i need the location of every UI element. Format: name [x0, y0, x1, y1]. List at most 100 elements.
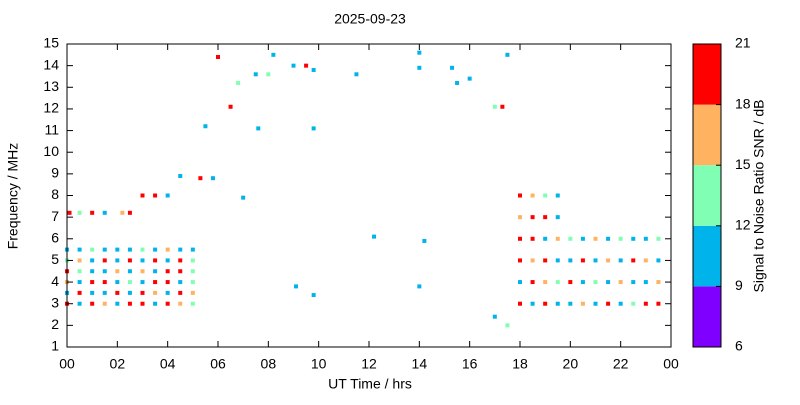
data-point	[543, 258, 548, 263]
data-point	[77, 210, 82, 215]
colorbar-segment	[693, 286, 721, 347]
data-point	[618, 258, 623, 263]
data-point	[500, 104, 505, 109]
colorbar-segment	[693, 225, 721, 287]
data-point	[165, 290, 170, 295]
colorbar-tick-label: 12	[735, 217, 751, 233]
y-tick-label: 15	[43, 35, 59, 51]
data-point	[294, 284, 299, 289]
x-tick-label: 16	[462, 356, 478, 372]
data-point	[311, 293, 316, 298]
data-point	[178, 269, 183, 274]
data-point	[153, 280, 158, 285]
colorbar-frame	[692, 43, 722, 348]
data-point	[543, 301, 548, 306]
data-point	[165, 193, 170, 198]
data-point	[140, 247, 145, 252]
data-point	[127, 290, 132, 295]
data-point	[178, 301, 183, 306]
x-tick-label: 04	[160, 356, 176, 372]
y-tick-label: 5	[51, 251, 59, 267]
x-tick-label: 00	[59, 356, 75, 372]
data-point	[606, 280, 611, 285]
data-point	[580, 301, 585, 306]
data-point	[455, 80, 460, 85]
data-point	[140, 290, 145, 295]
colorbar-label: Signal to Noise Ratio SNR / dB	[751, 100, 767, 293]
y-tick-label: 11	[44, 121, 59, 137]
data-point	[530, 258, 535, 263]
data-point	[568, 301, 573, 306]
data-point	[606, 258, 611, 263]
data-point	[580, 236, 585, 241]
data-point	[190, 301, 195, 306]
data-point	[127, 301, 132, 306]
data-point	[568, 258, 573, 263]
data-point	[77, 269, 82, 274]
data-point	[153, 290, 158, 295]
data-point	[67, 210, 72, 215]
data-point	[530, 193, 535, 198]
data-point	[568, 280, 573, 285]
data-point	[165, 280, 170, 285]
data-point	[140, 269, 145, 274]
y-tick-label: 3	[51, 294, 59, 310]
data-point	[631, 258, 636, 263]
data-point	[643, 258, 648, 263]
data-point	[165, 258, 170, 263]
data-point	[153, 269, 158, 274]
data-point	[210, 176, 215, 181]
colorbar-tick-label: 18	[735, 95, 751, 111]
x-tick-label: 20	[563, 356, 579, 372]
y-tick-label: 1	[51, 338, 59, 354]
data-point	[555, 258, 560, 263]
data-point	[530, 215, 535, 220]
data-point	[127, 269, 132, 274]
data-point	[90, 258, 95, 263]
data-point	[656, 236, 661, 241]
data-point	[241, 195, 246, 200]
colorbar-tick-label: 21	[735, 35, 751, 51]
data-point	[505, 323, 510, 328]
data-point	[190, 247, 195, 252]
data-point	[618, 280, 623, 285]
data-point	[422, 238, 427, 243]
data-point	[530, 301, 535, 306]
colorbar-tick-label: 15	[735, 156, 751, 172]
colorbar-segment	[693, 44, 721, 105]
data-point	[492, 104, 497, 109]
data-point	[505, 52, 510, 57]
data-point	[643, 301, 648, 306]
data-point	[518, 258, 522, 263]
y-axis-label: Frequency / MHz	[5, 143, 21, 250]
data-point	[631, 236, 636, 241]
data-point	[467, 76, 472, 81]
data-point	[256, 126, 261, 131]
data-point	[165, 301, 170, 306]
data-point	[140, 258, 145, 263]
data-point	[417, 284, 422, 289]
data-point	[115, 269, 120, 274]
data-point	[555, 215, 560, 220]
data-point	[90, 280, 95, 285]
data-point	[271, 52, 276, 57]
data-point	[643, 280, 648, 285]
x-tick-label: 08	[261, 356, 277, 372]
data-point	[153, 193, 158, 198]
data-point	[593, 258, 598, 263]
data-point	[115, 290, 120, 295]
x-tick-label: 18	[512, 356, 528, 372]
data-point	[203, 124, 208, 129]
data-point	[77, 301, 82, 306]
data-point	[77, 258, 82, 263]
data-point	[178, 280, 183, 285]
data-point	[127, 258, 132, 263]
y-tick-label: 4	[51, 273, 59, 289]
data-point	[530, 236, 535, 241]
data-point	[77, 247, 82, 252]
data-point	[291, 63, 296, 68]
data-point	[178, 258, 183, 263]
data-point	[127, 247, 132, 252]
data-point	[216, 54, 220, 59]
data-point	[543, 280, 548, 285]
